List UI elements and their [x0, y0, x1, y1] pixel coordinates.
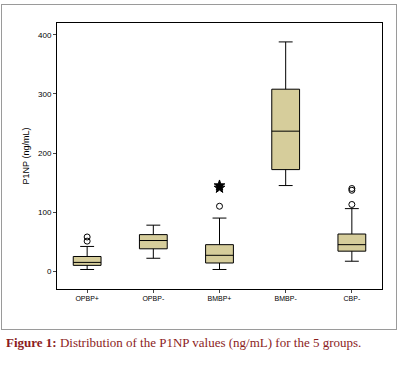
svg-text:400: 400	[38, 31, 52, 40]
svg-text:CBP-: CBP-	[343, 295, 360, 302]
svg-text:200: 200	[38, 149, 52, 158]
svg-text:BMBP-: BMBP-	[275, 295, 298, 302]
svg-text:OPBP-: OPBP-	[142, 295, 164, 302]
svg-text:300: 300	[38, 90, 52, 99]
svg-text:BMBP+: BMBP+	[208, 295, 232, 302]
svg-text:P1NP (ng/mL): P1NP (ng/mL)	[21, 128, 31, 185]
svg-text:OPBP+: OPBP+	[75, 295, 99, 302]
svg-text:0: 0	[47, 267, 52, 276]
html-text:Figure 1: Distribution of the: Figure 1: Distribution of the P1NP value…	[6, 335, 362, 350]
svg-text:100: 100	[38, 208, 52, 217]
